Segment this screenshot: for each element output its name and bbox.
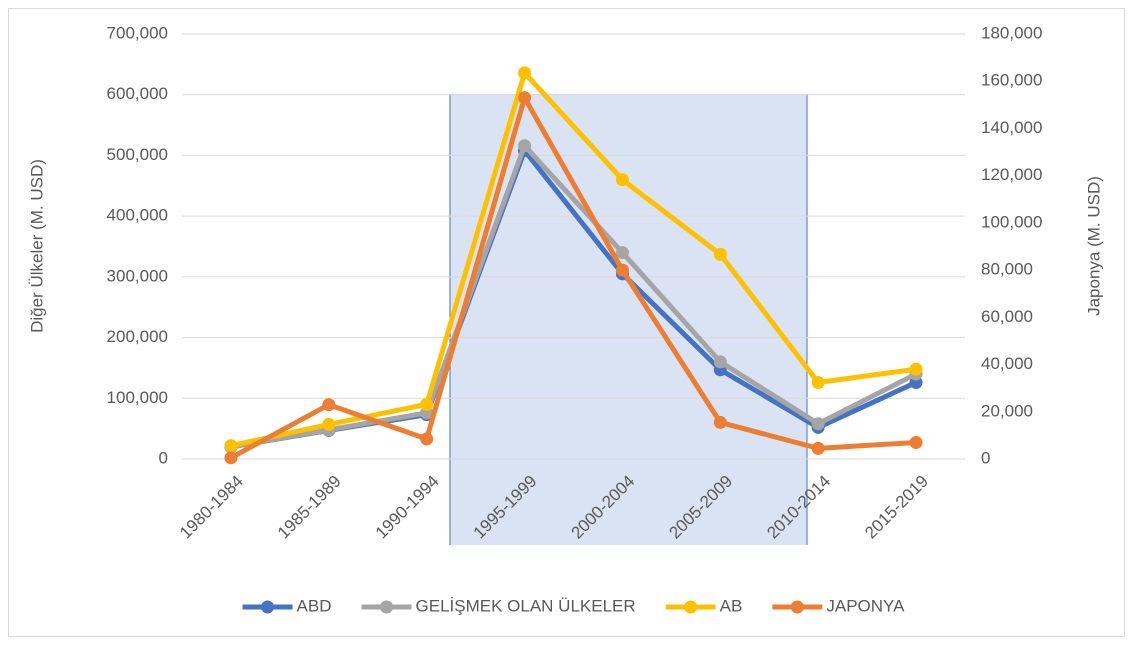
y-axis-title: Diğer Ülkeler (M. USD) <box>27 159 46 333</box>
data-point <box>420 432 434 446</box>
y-tick-label: 200,000 <box>107 327 168 346</box>
highlight-region <box>450 94 807 545</box>
y-tick-label: 0 <box>159 448 168 467</box>
y-tick-label: 400,000 <box>107 206 168 225</box>
series-line <box>228 95 919 461</box>
y-tick-label: 600,000 <box>107 84 168 103</box>
y2-tick-label: 120,000 <box>981 165 1042 184</box>
y2-tick-label: 40,000 <box>981 354 1033 373</box>
data-point <box>224 439 238 453</box>
legend-marker <box>380 600 394 614</box>
legend: ABD GELİŞMEK OLAN ÜLKELER AB JAPONYA <box>242 596 905 615</box>
data-point <box>518 139 532 153</box>
data-point <box>420 397 434 411</box>
data-point <box>713 247 727 261</box>
data-point <box>518 66 532 80</box>
data-point <box>909 362 923 376</box>
legend-label: JAPONYA <box>826 596 905 615</box>
data-point <box>518 91 532 105</box>
y2-tick-label: 160,000 <box>981 71 1042 90</box>
legend-marker <box>790 600 804 614</box>
y2-axis-title: Japonya (M. USD) <box>1084 176 1103 316</box>
y2-tick-label: 100,000 <box>981 212 1042 231</box>
legend-label: GELİŞMEK OLAN ÜLKELER <box>416 596 636 615</box>
y2-tick-label: 140,000 <box>981 118 1042 137</box>
y2-tick-label: 60,000 <box>981 307 1033 326</box>
legend-marker <box>261 600 275 614</box>
y2-tick-label: 20,000 <box>981 401 1033 420</box>
data-point <box>615 173 629 187</box>
y-tick-label: 100,000 <box>107 388 168 407</box>
data-point <box>615 246 629 260</box>
data-point <box>615 263 629 277</box>
y-tick-label: 700,000 <box>107 23 168 42</box>
data-point <box>224 451 238 465</box>
legend-marker <box>684 600 698 614</box>
data-point <box>322 398 336 412</box>
data-point <box>713 355 727 369</box>
data-point <box>909 435 923 449</box>
y2-tick-label: 80,000 <box>981 260 1033 279</box>
y2-tick-label: 0 <box>981 448 990 467</box>
data-point <box>811 441 825 455</box>
data-point <box>811 417 825 431</box>
data-point <box>322 417 336 431</box>
data-point <box>713 415 727 429</box>
y-tick-label: 500,000 <box>107 145 168 164</box>
series-line <box>228 70 919 449</box>
legend-label: ABD <box>297 596 332 615</box>
series-line <box>228 143 919 450</box>
legend-label: AB <box>720 596 743 615</box>
data-point <box>811 376 825 389</box>
y-tick-label: 300,000 <box>107 266 168 285</box>
y2-tick-label: 180,000 <box>981 23 1042 42</box>
